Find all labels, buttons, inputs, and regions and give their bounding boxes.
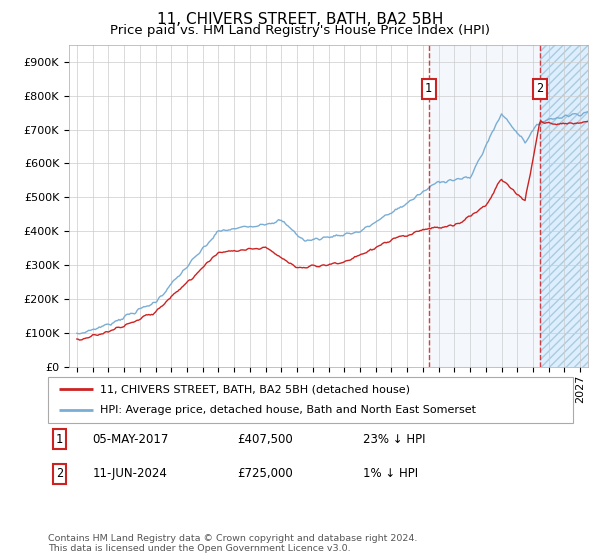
Text: 1% ↓ HPI: 1% ↓ HPI bbox=[363, 467, 418, 480]
Text: 23% ↓ HPI: 23% ↓ HPI bbox=[363, 432, 425, 446]
Text: 11, CHIVERS STREET, BATH, BA2 5BH (detached house): 11, CHIVERS STREET, BATH, BA2 5BH (detac… bbox=[101, 384, 410, 394]
Bar bbox=[428, 45, 540, 367]
Bar bbox=[540, 45, 588, 367]
Text: 1: 1 bbox=[56, 432, 63, 446]
Text: 2: 2 bbox=[56, 467, 63, 480]
Text: 11-JUN-2024: 11-JUN-2024 bbox=[92, 467, 167, 480]
Text: 2: 2 bbox=[536, 82, 544, 95]
Text: Price paid vs. HM Land Registry's House Price Index (HPI): Price paid vs. HM Land Registry's House … bbox=[110, 24, 490, 37]
Text: Contains HM Land Registry data © Crown copyright and database right 2024.
This d: Contains HM Land Registry data © Crown c… bbox=[48, 534, 418, 553]
Text: 05-MAY-2017: 05-MAY-2017 bbox=[92, 432, 169, 446]
Text: 1: 1 bbox=[425, 82, 432, 95]
Text: £725,000: £725,000 bbox=[237, 467, 293, 480]
Text: £407,500: £407,500 bbox=[237, 432, 293, 446]
Bar bbox=[540, 45, 588, 367]
Text: 11, CHIVERS STREET, BATH, BA2 5BH: 11, CHIVERS STREET, BATH, BA2 5BH bbox=[157, 12, 443, 27]
Text: HPI: Average price, detached house, Bath and North East Somerset: HPI: Average price, detached house, Bath… bbox=[101, 405, 476, 416]
